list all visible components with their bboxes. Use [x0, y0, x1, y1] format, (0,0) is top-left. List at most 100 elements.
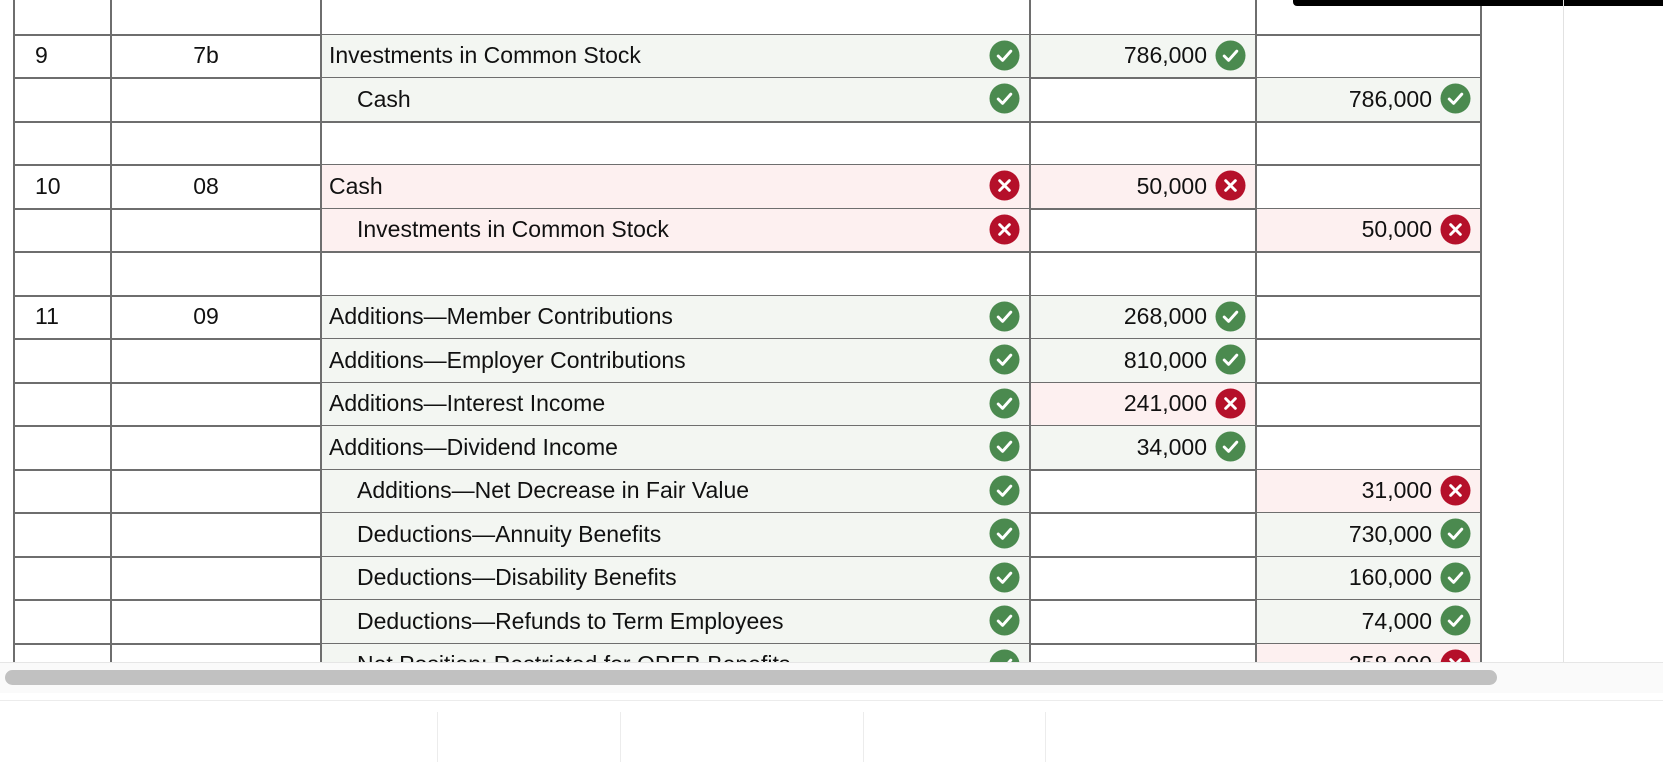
cell-text: 241,000 — [1123, 390, 1207, 417]
table-cell — [1031, 0, 1257, 36]
correct-icon — [1215, 40, 1246, 71]
table-cell: 160,000 — [1257, 556, 1482, 601]
table-cell — [112, 252, 322, 297]
table-cell — [13, 469, 112, 514]
table-cell — [112, 556, 322, 601]
table-cell — [13, 0, 112, 36]
table-cell: 08 — [112, 165, 322, 210]
cell-text: 810,000 — [1123, 346, 1207, 373]
table-cell: 7b — [112, 34, 322, 79]
table-cell — [112, 600, 322, 645]
table-cell: 74,000 — [1257, 600, 1482, 645]
table-cell — [112, 469, 322, 514]
table-cell: 730,000 — [1257, 513, 1482, 558]
table-cell — [322, 0, 1031, 36]
table-cell: Net Position: Restricted for OPEB Benefi… — [322, 643, 1031, 662]
table-cell: Additions—Net Decrease in Fair Value — [322, 469, 1031, 514]
cell-text: 786,000 — [1348, 85, 1432, 112]
table-cell — [112, 513, 322, 558]
scrollbar-thumb[interactable] — [5, 670, 1497, 685]
table-cell — [112, 339, 322, 384]
footer-tick — [863, 712, 864, 762]
table-cell — [112, 643, 322, 662]
table-cell — [1031, 469, 1257, 514]
table-cell — [112, 121, 322, 166]
correct-icon — [989, 344, 1020, 375]
table-cell: Cash — [322, 165, 1031, 210]
footer-tick — [437, 712, 438, 762]
table-cell — [1031, 121, 1257, 166]
cell-text: Additions—Member Contributions — [329, 303, 673, 330]
footer-tick — [1045, 712, 1046, 762]
table-cell: 786,000 — [1031, 34, 1257, 79]
cell-text: Additions—Dividend Income — [329, 433, 618, 460]
correct-icon — [989, 605, 1020, 636]
cell-text: 50,000 — [1136, 172, 1207, 199]
table-cell — [112, 78, 322, 123]
cell-text: Additions—Net Decrease in Fair Value — [357, 477, 750, 504]
correct-icon — [1440, 83, 1471, 114]
table-cell — [1031, 556, 1257, 601]
correct-icon — [989, 562, 1020, 593]
incorrect-icon — [1440, 649, 1471, 662]
table-cell — [13, 556, 112, 601]
table-cell — [1257, 165, 1482, 210]
table-cell: 31,000 — [1257, 469, 1482, 514]
top-bar — [1293, 0, 1663, 6]
correct-icon — [1440, 518, 1471, 549]
table-cell: Deductions—Refunds to Term Employees — [322, 600, 1031, 645]
table-cell — [1257, 0, 1482, 36]
cell-text: 7b — [193, 42, 219, 69]
cell-text: 9 — [35, 42, 48, 69]
table-cell — [112, 382, 322, 427]
table-cell: 9 — [13, 34, 112, 79]
table-cell — [112, 426, 322, 471]
correct-icon — [1440, 605, 1471, 636]
correct-icon — [1440, 562, 1471, 593]
correct-icon — [1215, 301, 1246, 332]
table-cell — [1257, 34, 1482, 79]
cell-text: 11 — [35, 303, 59, 330]
table-cell: Additions—Dividend Income — [322, 426, 1031, 471]
cell-text: 730,000 — [1348, 520, 1432, 547]
table-cell — [1031, 513, 1257, 558]
table-cell — [13, 121, 112, 166]
correct-icon — [989, 649, 1020, 662]
table-cell — [13, 513, 112, 558]
cell-text: 786,000 — [1123, 42, 1207, 69]
correct-icon — [989, 518, 1020, 549]
cell-text: Cash — [357, 85, 411, 112]
correct-icon — [989, 475, 1020, 506]
table-cell: Investments in Common Stock — [322, 34, 1031, 79]
table-cell — [1031, 78, 1257, 123]
table-cell — [13, 339, 112, 384]
table-cell: 10 — [13, 165, 112, 210]
correct-icon — [1215, 344, 1246, 375]
table-cell: 786,000 — [1257, 78, 1482, 123]
cell-text: Investments in Common Stock — [329, 42, 641, 69]
table-cell — [322, 121, 1031, 166]
table-cell — [1257, 382, 1482, 427]
table-cell: Deductions—Disability Benefits — [322, 556, 1031, 601]
table-cell — [1257, 295, 1482, 340]
table-cell: Deductions—Annuity Benefits — [322, 513, 1031, 558]
cell-text: 34,000 — [1136, 433, 1207, 460]
table-cell — [322, 252, 1031, 297]
correct-icon — [989, 431, 1020, 462]
table-cell: 11 — [13, 295, 112, 340]
cell-text: Additions—Interest Income — [329, 390, 606, 417]
incorrect-icon — [989, 214, 1020, 245]
table-cell: Cash — [322, 78, 1031, 123]
table-cell: 358,000 — [1257, 643, 1482, 662]
footer-line — [0, 700, 1663, 701]
cell-text: 74,000 — [1361, 607, 1432, 634]
incorrect-icon — [1215, 388, 1246, 419]
table-cell: 50,000 — [1031, 165, 1257, 210]
cell-text: 08 — [193, 172, 219, 199]
table-cell: 50,000 — [1257, 208, 1482, 253]
table-cell: 34,000 — [1031, 426, 1257, 471]
table-cell — [13, 382, 112, 427]
incorrect-icon — [1440, 475, 1471, 506]
footer-tick — [620, 712, 621, 762]
table-cell: 810,000 — [1031, 339, 1257, 384]
